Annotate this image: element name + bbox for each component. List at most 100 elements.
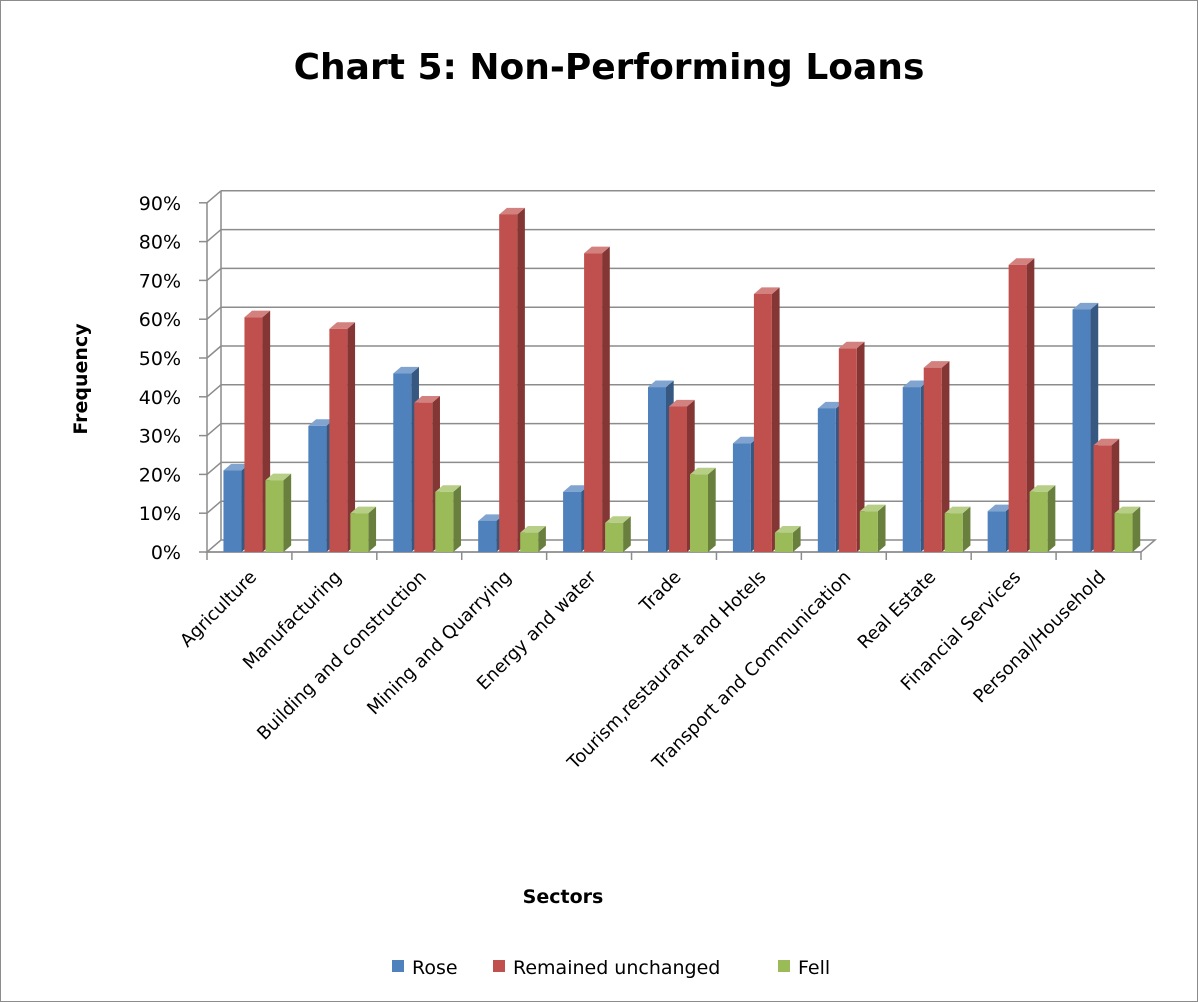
bar-rose	[1072, 302, 1099, 552]
bar-side	[347, 322, 356, 552]
bar-top	[605, 516, 631, 523]
y-tick-label: 30%	[139, 426, 181, 448]
x-category-label: Agriculture	[176, 567, 261, 652]
bar-top	[435, 485, 461, 492]
bar-remained-unchanged	[584, 246, 610, 553]
bar-remained-unchanged	[499, 207, 525, 552]
x-category-label: Trade	[635, 567, 685, 617]
bar-fell	[944, 506, 971, 552]
bar-side	[623, 516, 631, 552]
gridline-diagonal	[206, 500, 222, 514]
bar-front	[1072, 309, 1091, 552]
bar-front	[817, 408, 836, 552]
bar-front	[478, 520, 497, 552]
y-tick-label: 0%	[151, 542, 181, 564]
bar-front	[923, 367, 942, 552]
bar-front	[265, 480, 284, 552]
x-category-label: Building and construction	[253, 567, 431, 745]
bar-fell	[690, 467, 716, 552]
bar-top	[350, 506, 377, 514]
y-tick-label: 80%	[139, 232, 181, 254]
gridline-diagonal	[206, 345, 222, 359]
bar-remained-unchanged	[838, 341, 865, 552]
bar-side	[1026, 258, 1035, 552]
legend-label: Rose	[412, 957, 458, 979]
bar-fell	[435, 485, 461, 552]
bar-remained-unchanged	[923, 361, 950, 552]
gridline-diagonal	[206, 306, 222, 320]
bar-top	[774, 526, 801, 533]
bar-front	[648, 387, 666, 552]
bar-front	[859, 511, 878, 552]
bar-top	[753, 287, 780, 294]
bar-top	[393, 366, 419, 374]
bar-front	[944, 513, 963, 552]
bar-front	[223, 470, 242, 552]
x-category-label: Mining and Quarrying	[363, 567, 516, 720]
bar-top	[520, 526, 546, 533]
bar-top	[1029, 485, 1056, 492]
bar-side	[538, 526, 546, 552]
y-tick-label: 50%	[139, 348, 181, 370]
bar-top	[902, 380, 929, 388]
bar-top	[838, 341, 865, 349]
bar-top	[669, 399, 695, 407]
y-tick-labels: 0% 10% 20% 30% 40% 50% 60% 70% 80% 90%	[139, 193, 181, 564]
legend-swatch	[778, 960, 790, 972]
bar-side	[771, 287, 780, 552]
gridline-diagonal	[206, 190, 222, 204]
bar-top	[987, 504, 1014, 512]
bar-side	[962, 506, 971, 552]
bar-fell	[265, 473, 292, 552]
bar-front	[393, 373, 412, 552]
gridline-diagonal	[206, 423, 222, 437]
bar-top	[1114, 506, 1141, 514]
bar-front	[414, 402, 433, 552]
bar-side	[283, 473, 292, 552]
bar-fell	[605, 516, 631, 552]
y-tick-label: 20%	[139, 464, 181, 486]
bar-front	[690, 474, 708, 552]
bar-front	[753, 293, 772, 552]
bar-top	[732, 436, 759, 444]
bar-front	[1093, 445, 1112, 552]
y-axis-title: Frequency	[70, 323, 92, 435]
x-category-label: Real Estate	[854, 567, 941, 654]
legend-swatch	[392, 960, 404, 972]
bar-front	[308, 425, 327, 552]
bar-front	[1008, 264, 1027, 552]
gridline-diagonal	[206, 384, 222, 398]
chart-title: Chart 5: Non-Performing Loans	[294, 47, 925, 88]
bar-side	[856, 341, 865, 552]
bar-front	[774, 532, 793, 552]
bar-side	[1132, 506, 1141, 552]
bar-top	[244, 310, 271, 318]
bar-front	[987, 511, 1006, 552]
bar-front	[499, 214, 518, 552]
bar-top	[944, 506, 971, 514]
y-tick-label: 90%	[139, 193, 181, 215]
gridline-diagonal	[206, 267, 222, 281]
bar-fell	[350, 506, 377, 552]
bar-top	[563, 485, 589, 492]
bar-remained-unchanged	[753, 287, 780, 552]
bar-top	[1072, 302, 1099, 310]
bar-fell	[774, 526, 801, 552]
bar-front	[669, 406, 687, 552]
bar-front	[329, 328, 348, 552]
bar-front	[584, 253, 603, 553]
bar-front	[838, 348, 857, 552]
bar-side	[517, 207, 525, 552]
bar-side	[1047, 485, 1056, 552]
legend: Rose Remained unchanged Fell	[392, 957, 830, 979]
bar-front	[902, 387, 921, 552]
legend-label: Remained unchanged	[513, 957, 720, 979]
bar-fell	[859, 504, 886, 552]
y-tick-label: 70%	[139, 270, 181, 292]
bar-front	[435, 491, 454, 552]
bar-top	[414, 396, 440, 403]
bar-top	[499, 207, 525, 215]
bar-front	[563, 491, 582, 552]
